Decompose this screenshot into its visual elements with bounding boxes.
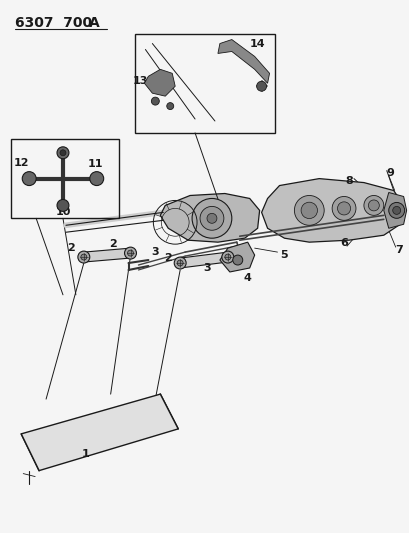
Circle shape: [368, 200, 378, 211]
Circle shape: [300, 202, 317, 219]
Circle shape: [392, 206, 400, 214]
Circle shape: [57, 147, 69, 159]
Circle shape: [60, 150, 66, 156]
Text: 13: 13: [133, 76, 148, 86]
Text: 5: 5: [280, 250, 288, 260]
Polygon shape: [217, 39, 269, 83]
Circle shape: [294, 196, 324, 225]
Circle shape: [124, 247, 136, 259]
Circle shape: [177, 260, 183, 266]
Polygon shape: [21, 394, 178, 471]
Polygon shape: [219, 242, 254, 272]
Circle shape: [256, 81, 266, 91]
Circle shape: [331, 197, 355, 220]
Text: 8: 8: [344, 175, 352, 185]
Circle shape: [388, 203, 404, 219]
Circle shape: [337, 202, 350, 215]
Text: 6307  700: 6307 700: [15, 15, 92, 30]
Text: 3: 3: [151, 247, 159, 257]
Text: 7: 7: [394, 245, 402, 255]
Text: 2: 2: [164, 253, 172, 263]
Bar: [11, 139, 118, 219]
Polygon shape: [261, 179, 402, 242]
Text: 14: 14: [249, 38, 265, 49]
Text: 9: 9: [386, 168, 394, 177]
Circle shape: [192, 198, 231, 238]
Circle shape: [232, 255, 242, 265]
Text: A: A: [89, 15, 99, 30]
Circle shape: [22, 172, 36, 185]
Circle shape: [174, 257, 186, 269]
Circle shape: [81, 254, 87, 260]
Circle shape: [57, 199, 69, 212]
Circle shape: [207, 213, 216, 223]
Text: 2: 2: [67, 243, 74, 253]
Circle shape: [363, 196, 383, 215]
Circle shape: [90, 172, 103, 185]
Polygon shape: [180, 252, 227, 268]
Text: 12: 12: [13, 158, 29, 168]
Polygon shape: [160, 193, 259, 242]
Text: 11: 11: [88, 159, 103, 169]
Text: 10: 10: [55, 207, 70, 217]
Circle shape: [166, 103, 173, 110]
Circle shape: [224, 254, 230, 260]
Circle shape: [200, 206, 223, 230]
Circle shape: [127, 250, 133, 256]
Text: 4: 4: [243, 273, 251, 283]
Circle shape: [151, 97, 159, 105]
Circle shape: [221, 251, 233, 263]
Bar: [135, 34, 274, 133]
Text: 3: 3: [203, 263, 210, 273]
Polygon shape: [383, 192, 406, 228]
Circle shape: [78, 251, 90, 263]
Polygon shape: [144, 69, 175, 96]
Polygon shape: [83, 248, 130, 262]
Text: 6: 6: [339, 238, 347, 248]
Text: 2: 2: [108, 239, 116, 249]
Text: 1: 1: [82, 449, 90, 459]
